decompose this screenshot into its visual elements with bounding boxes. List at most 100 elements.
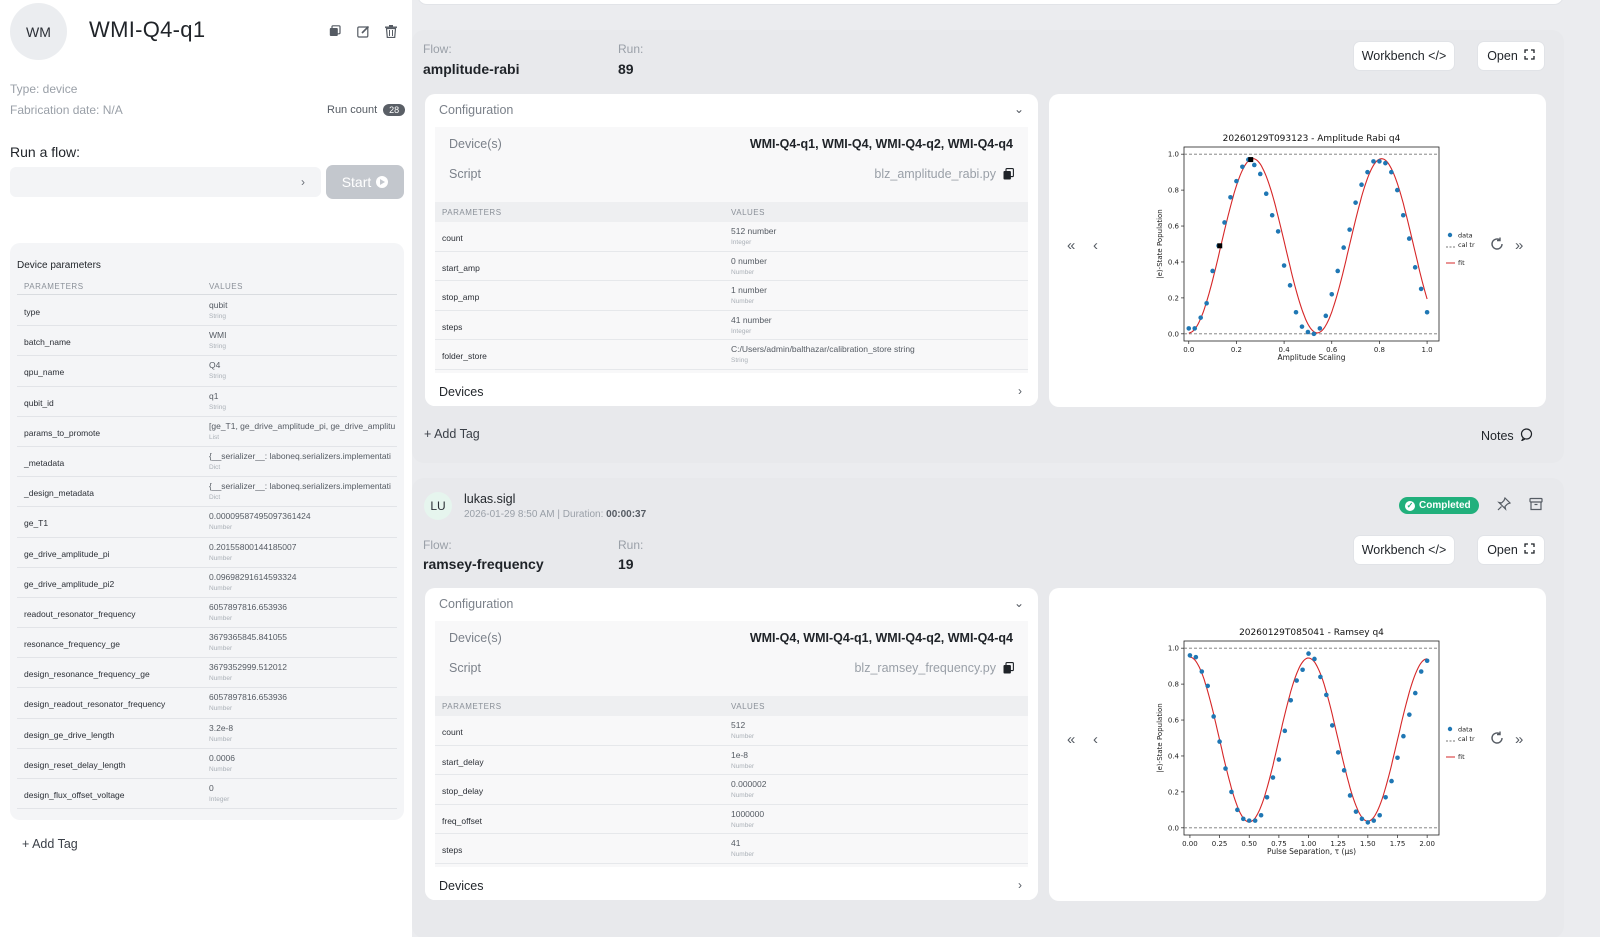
x-tick-label: 0.2: [1231, 346, 1242, 354]
parameter-type: String: [209, 403, 226, 411]
parameter-value: 3679365845.841055: [209, 632, 287, 643]
data-point: [1377, 159, 1382, 164]
previous-plot-icon[interactable]: ‹: [1093, 237, 1098, 254]
parameter-value: 512: [731, 720, 746, 730]
start-button[interactable]: Start: [326, 165, 404, 199]
copy-icon[interactable]: [1003, 661, 1014, 674]
data-point: [1401, 733, 1406, 739]
add-tag-button[interactable]: + Add Tag: [424, 427, 480, 441]
data-point: [1205, 683, 1211, 689]
data-point: [1246, 818, 1252, 823]
flow-name: ramsey-frequency: [423, 556, 544, 572]
device-avatar: WM: [10, 3, 67, 60]
parameter-name: steps: [442, 321, 463, 332]
script-value[interactable]: blz_ramsey_frequency.py: [854, 661, 996, 675]
open-button[interactable]: Open: [1477, 41, 1545, 71]
open-button[interactable]: Open: [1477, 535, 1545, 565]
data-point: [1347, 227, 1352, 232]
ramsey-chart: 20260129T085041 - Ramsey q4 0.0 0.2 0.4 0.6 0…: [1119, 609, 1475, 879]
legend-data-label: data: [1458, 726, 1473, 734]
chevron-down-icon[interactable]: ⌄: [1013, 102, 1024, 116]
data-point: [1187, 653, 1193, 658]
data-point: [1406, 236, 1412, 241]
notes-label: Notes: [1481, 429, 1514, 443]
edit-icon[interactable]: [356, 24, 370, 38]
parameters-header: PARAMETERS VALUES: [435, 696, 1028, 716]
workbench-button[interactable]: Workbench </>: [1353, 535, 1455, 565]
device-panel: WM WMI-Q4-q1 Type: device Fabrication da…: [0, 0, 410, 937]
data-point: [1264, 794, 1270, 800]
data-point: [1418, 286, 1424, 292]
notes-button[interactable]: Notes: [1481, 428, 1533, 444]
run-flow-label: Run a flow:: [10, 144, 81, 160]
parameters-table: PARAMETERS VALUES count 512 number Integer…: [435, 202, 1028, 370]
pin-icon[interactable]: [1497, 496, 1512, 516]
data-point: [1329, 291, 1335, 297]
duplicate-icon[interactable]: [328, 24, 342, 38]
data-point: [1241, 816, 1246, 822]
add-tag-button[interactable]: + Add Tag: [22, 837, 78, 851]
copy-icon[interactable]: [1003, 167, 1014, 180]
data-point: [1299, 324, 1305, 329]
previous-plot-icon[interactable]: ‹: [1093, 731, 1098, 748]
devices-row[interactable]: Devices ›: [425, 870, 1038, 900]
next-plot-icon[interactable]: »: [1515, 731, 1524, 748]
parameter-row: start_delay 1e-8 Number: [435, 746, 1028, 776]
parameter-name: design_reset_delay_length: [24, 759, 126, 770]
data-point: [1257, 171, 1263, 177]
script-value[interactable]: blz_amplitude_rabi.py: [874, 167, 996, 181]
x-tick-label: 2.00: [1419, 840, 1435, 848]
parameter-value: 0.20155800144185007: [209, 541, 297, 552]
data-point: [1294, 678, 1299, 683]
parameter-value: 512 number: [731, 226, 777, 236]
configuration-toggle[interactable]: Configuration: [439, 597, 514, 611]
first-plot-icon[interactable]: «: [1067, 731, 1076, 748]
duration-label: | Duration:: [557, 509, 604, 520]
data-point: [1287, 283, 1293, 288]
data-point: [1383, 794, 1388, 800]
chevron-down-icon[interactable]: ⌄: [1013, 596, 1024, 610]
plot-card: « ‹ 20260129T093123 - Amplitude Rabi q4 0…: [1049, 94, 1546, 407]
parameter-row: ge_T1 0.00009587495097361424 Number: [17, 507, 397, 538]
parameter-value: 1000000: [731, 808, 765, 819]
parameter-row: design_readout_resonator_frequency 605789…: [17, 688, 397, 719]
open-label: Open: [1487, 543, 1518, 557]
parameter-type: Number: [209, 765, 233, 773]
parameter-type: Number: [209, 524, 233, 532]
flow-select[interactable]: ›: [10, 167, 321, 197]
parameter-type: Number: [731, 268, 755, 276]
x-tick-label: 0.75: [1271, 840, 1287, 848]
parameter-value: 0.000002: [731, 779, 767, 790]
chart-title: 20260129T093123 - Amplitude Rabi q4: [1223, 134, 1401, 144]
first-plot-icon[interactable]: «: [1067, 237, 1076, 254]
parameter-value: 0 number: [731, 255, 767, 266]
devices-row[interactable]: Devices ›: [425, 376, 1038, 406]
data-point: [1389, 169, 1394, 175]
refresh-icon[interactable]: [1490, 731, 1504, 749]
fabrication-date: Fabrication date: N/A: [10, 103, 123, 117]
run-count-badge: 28: [383, 104, 406, 116]
data-point: [1275, 229, 1281, 234]
y-tick-label: 0.8: [1168, 187, 1179, 195]
parameter-row: params_to_promote [ge_T1, ge_drive_amplit…: [17, 417, 397, 447]
configuration-toggle[interactable]: Configuration: [439, 103, 514, 117]
data-point: [1341, 245, 1346, 250]
x-tick-label: 1.75: [1390, 840, 1406, 848]
parameter-row: batch_name WMI String: [17, 326, 397, 357]
parameter-name: stop_delay: [442, 786, 484, 797]
legend-cal-label: cal tra: [1458, 735, 1475, 743]
x-tick-label: 0.8: [1374, 346, 1385, 354]
devices-label: Devices: [439, 385, 484, 399]
parameter-row: steps 41 Number: [435, 834, 1028, 864]
data-point: [1282, 728, 1288, 734]
refresh-icon[interactable]: [1490, 237, 1504, 255]
parameter-name: batch_name: [24, 337, 71, 348]
archive-icon[interactable]: [1529, 497, 1543, 516]
workbench-button[interactable]: Workbench </>: [1353, 41, 1455, 71]
trash-icon[interactable]: [384, 24, 398, 38]
chevron-right-icon: ›: [1018, 878, 1022, 892]
y-tick-label: 0.6: [1168, 717, 1180, 725]
next-plot-icon[interactable]: »: [1515, 237, 1524, 254]
data-point: [1258, 812, 1264, 818]
parameter-type: Number: [209, 735, 233, 743]
